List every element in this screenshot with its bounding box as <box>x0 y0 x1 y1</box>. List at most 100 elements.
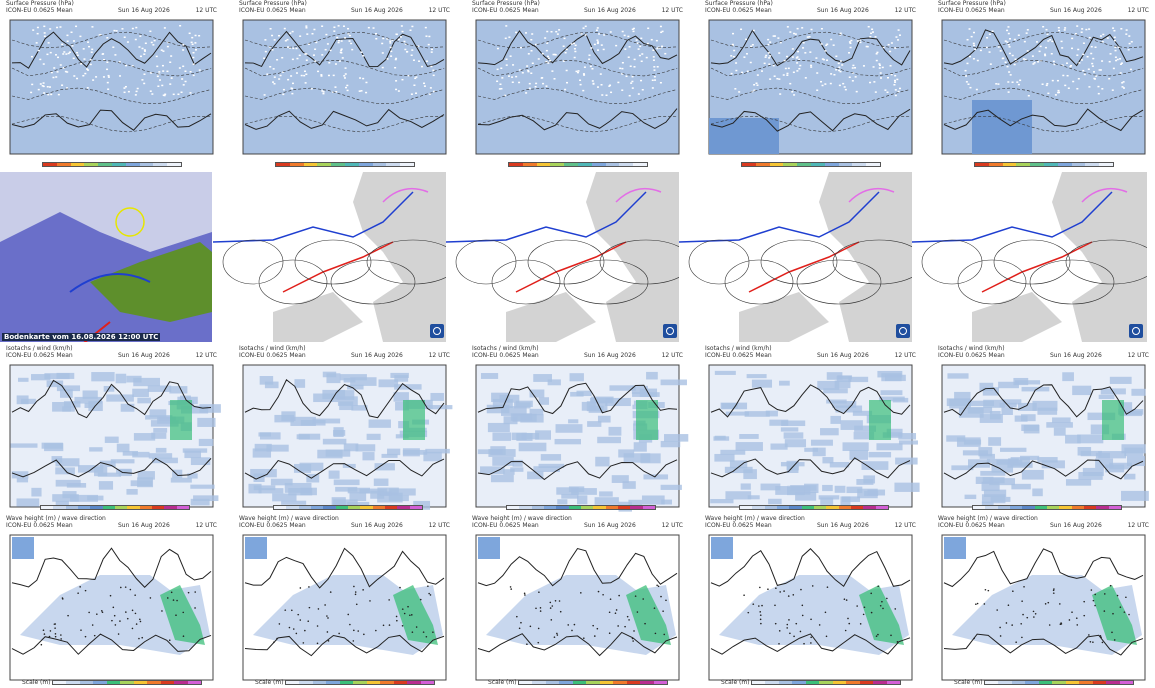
station-plot <box>61 84 64 86</box>
wind-speed-shading <box>149 409 167 418</box>
panel-title: Surface Pressure (hPa) <box>239 0 307 7</box>
station-plot <box>386 38 389 40</box>
wind-speed-shading <box>395 401 409 411</box>
coastline-north <box>11 379 212 419</box>
wave-direction-mark <box>422 631 425 633</box>
station-plot <box>304 53 307 55</box>
wave-direction-mark <box>554 599 557 602</box>
scale-swatch <box>852 163 867 166</box>
station-plot <box>1057 26 1060 29</box>
scale-swatch <box>386 163 401 166</box>
wind-speed-shading <box>622 481 636 489</box>
station-plot <box>740 28 743 31</box>
scale-swatch <box>274 506 287 509</box>
station-plot <box>198 69 201 71</box>
scale-label: Scale (m) <box>488 679 517 686</box>
station-plot <box>1099 69 1102 71</box>
wave-direction-mark <box>299 619 302 621</box>
station-plot <box>825 44 828 47</box>
station-plot <box>1116 58 1119 61</box>
station-plot <box>530 72 533 74</box>
wind-speed-shading <box>389 488 416 496</box>
wave-direction-mark <box>973 637 975 640</box>
wave-direction-mark <box>660 595 662 598</box>
panel-time: 12 UTC <box>894 522 916 529</box>
station-plot <box>498 88 501 90</box>
scale-swatch <box>642 506 655 509</box>
wind-speed-shading <box>1002 399 1022 405</box>
station-plot <box>326 43 329 45</box>
station-plot <box>1071 47 1074 50</box>
station-plot <box>602 48 605 51</box>
wave-direction-mark <box>382 624 385 627</box>
wind-speed-shading <box>328 470 340 479</box>
station-plot <box>360 51 363 53</box>
wind-speed-shading <box>1131 388 1146 396</box>
station-plot <box>1078 62 1081 64</box>
wind-speed-shading <box>720 402 748 410</box>
wind-speed-shading <box>293 463 312 473</box>
station-plot <box>106 81 109 84</box>
warm-front <box>282 241 394 293</box>
station-plot <box>184 70 187 72</box>
station-plot <box>848 76 851 78</box>
station-plot <box>150 41 153 44</box>
station-plot <box>1117 46 1120 48</box>
wave-color-scale <box>285 680 435 685</box>
high-wave-area <box>1092 585 1137 645</box>
station-plot <box>335 91 338 93</box>
station-plot <box>886 91 889 93</box>
station-plot <box>351 48 354 51</box>
scale-swatch <box>519 681 533 684</box>
station-plot <box>787 67 790 70</box>
wind-speed-shading <box>148 453 173 459</box>
coastline-south <box>943 633 1144 656</box>
scale-swatch <box>866 163 880 166</box>
station-plot <box>889 50 892 53</box>
wave-direction-mark <box>166 597 169 599</box>
wind-speed-shading <box>516 433 533 441</box>
scale-swatch <box>187 681 201 684</box>
wind-speed-shading <box>52 402 71 412</box>
station-plot <box>295 47 298 50</box>
station-plot <box>340 40 343 42</box>
station-plot <box>530 39 533 41</box>
scale-swatch <box>838 163 853 166</box>
station-plot <box>851 80 854 82</box>
scale-swatch <box>1025 681 1039 684</box>
wind-speed-shading <box>527 471 544 480</box>
station-plot <box>315 41 318 44</box>
wave-direction-mark <box>996 609 998 611</box>
wave-direction-mark <box>1047 601 1050 604</box>
scale-swatch <box>372 163 387 166</box>
station-plot <box>882 46 885 49</box>
scale-swatch <box>393 681 408 684</box>
wave-direction-mark <box>194 591 196 593</box>
wind-speed-shading <box>770 443 788 450</box>
station-plot <box>178 67 181 69</box>
wind-speed-shading <box>182 448 208 453</box>
panel-time: 12 UTC <box>428 7 450 14</box>
station-plot <box>871 28 874 30</box>
wave-direction-mark <box>760 622 762 625</box>
station-plot <box>1022 58 1025 60</box>
wind-map-panel: Isotachs / wind (km/h) ICON-EU 0.0625 Mea… <box>932 345 1155 515</box>
station-plot <box>360 90 363 92</box>
station-plot <box>1046 82 1049 85</box>
wind-speed-shading <box>1095 452 1110 459</box>
wind-speed-shading <box>281 500 307 505</box>
wind-speed-shading <box>41 442 63 449</box>
wave-direction-mark <box>862 613 865 616</box>
panel-title: Surface Pressure (hPa) <box>705 0 773 7</box>
station-plot <box>170 55 173 57</box>
station-plot <box>160 49 163 51</box>
isobar <box>724 259 794 305</box>
station-plot <box>598 33 601 35</box>
wave-direction-mark <box>353 629 355 632</box>
wind-speed-shading <box>817 380 840 390</box>
station-plot <box>1108 77 1111 80</box>
station-plot <box>878 67 881 69</box>
station-plot <box>82 48 85 50</box>
wind-speed-shading <box>520 414 544 423</box>
station-plot <box>271 34 274 37</box>
